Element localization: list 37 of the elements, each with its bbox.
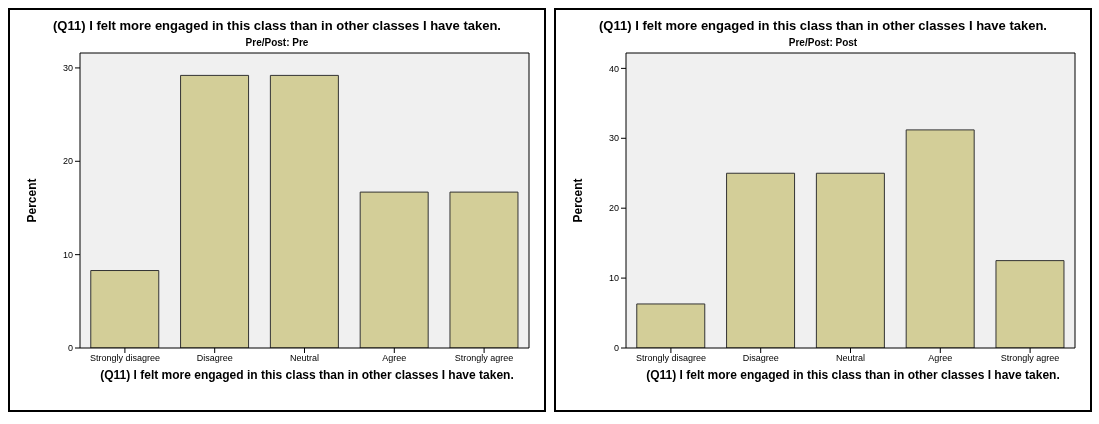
x-tick-label: Neutral [835, 353, 866, 364]
bar [726, 172, 796, 348]
chart-subtitle: Pre/Post: Pre [244, 37, 310, 48]
x-axis-title: (Q11) I felt more engaged in this class than in other classes I have taken. [99, 368, 515, 382]
x-tick-label: Disagree [196, 353, 233, 364]
x-axis-title: (Q11) I felt more engaged in this class than in other classes I have taken. [645, 368, 1061, 382]
x-tick-label: Disagree [742, 353, 779, 364]
bar [905, 129, 975, 348]
y-tick-label: 20 [608, 203, 619, 214]
y-axis-title: Percent [25, 178, 40, 223]
bar [90, 270, 160, 348]
y-tick-label: 10 [608, 273, 619, 284]
bar [449, 191, 519, 348]
chart-subtitle: Pre/Post: Post [787, 37, 859, 48]
y-tick-label: 30 [608, 133, 619, 144]
x-tick-label: Strongly agree [454, 353, 514, 364]
y-tick-label: 0 [613, 343, 619, 354]
chart-title: (Q11) I felt more engaged in this class than in other classes I have taken. [598, 18, 1048, 33]
bar [995, 260, 1065, 348]
y-axis-title: Percent [571, 178, 586, 223]
bar [180, 74, 250, 348]
bar [269, 74, 339, 348]
x-tick-label: Neutral [289, 353, 320, 364]
bar [359, 191, 429, 348]
x-tick-label: Agree [382, 353, 407, 364]
x-tick-label: Agree [928, 353, 953, 364]
y-tick-label: 0 [67, 343, 73, 354]
y-tick-label: 10 [62, 249, 73, 260]
x-tick-label: Strongly disagree [635, 353, 706, 364]
bar [636, 303, 706, 348]
y-tick-label: 20 [62, 156, 73, 167]
y-tick-label: 40 [608, 63, 619, 74]
y-tick-label: 30 [62, 63, 73, 74]
x-tick-label: Strongly disagree [89, 353, 160, 364]
chart-title: (Q11) I felt more engaged in this class than in other classes I have taken. [52, 18, 502, 33]
bar [815, 172, 885, 348]
x-tick-label: Strongly agree [1000, 353, 1060, 364]
